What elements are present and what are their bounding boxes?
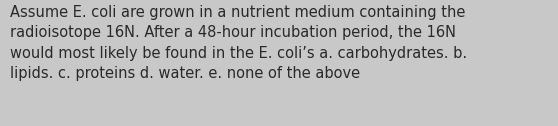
Text: Assume E. coli are grown in a nutrient medium containing the
radioisotope 16N. A: Assume E. coli are grown in a nutrient m… bbox=[10, 5, 467, 81]
